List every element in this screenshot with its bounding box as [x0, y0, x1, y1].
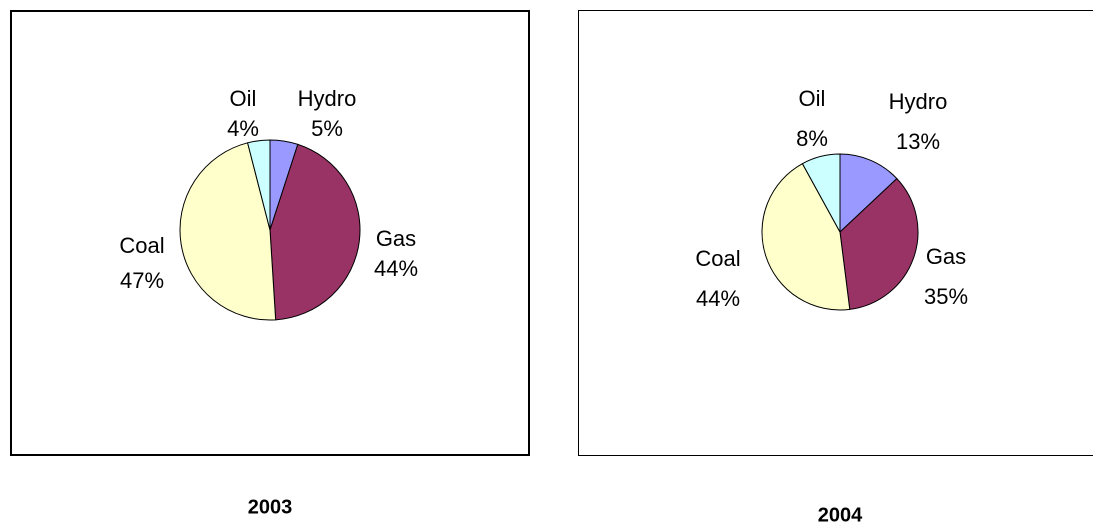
pie-slice	[801, 153, 841, 233]
chart-frame	[578, 10, 1093, 456]
slice-value-label: 35%	[924, 284, 968, 309]
slice-value-label: 8%	[796, 126, 828, 151]
pie-slice	[269, 143, 361, 321]
slice-label: Gas	[926, 244, 966, 269]
slice-label: Coal	[695, 246, 740, 271]
slice-label: Gas	[376, 226, 416, 251]
slice-label: Oil	[230, 86, 257, 111]
chart-frame	[10, 10, 530, 456]
slice-label: Hydro	[889, 89, 948, 114]
pie-slice	[839, 153, 898, 234]
slice-label: Coal	[119, 233, 164, 258]
pie-slice	[761, 162, 851, 311]
slice-value-label: 47%	[120, 268, 164, 293]
slice-label: Oil	[799, 86, 826, 111]
slice-value-label: 5%	[311, 116, 343, 141]
pie-slice	[839, 177, 919, 310]
slice-value-label: 44%	[696, 286, 740, 311]
chart-title: 2003	[248, 496, 293, 518]
slice-value-label: 4%	[227, 116, 259, 141]
slice-value-label: 13%	[896, 129, 940, 154]
pie-slice	[179, 142, 277, 321]
chart-title: 2004	[818, 504, 863, 526]
slice-value-label: 44%	[374, 256, 418, 281]
slice-label: Hydro	[298, 86, 357, 111]
pie-slice	[247, 139, 271, 231]
